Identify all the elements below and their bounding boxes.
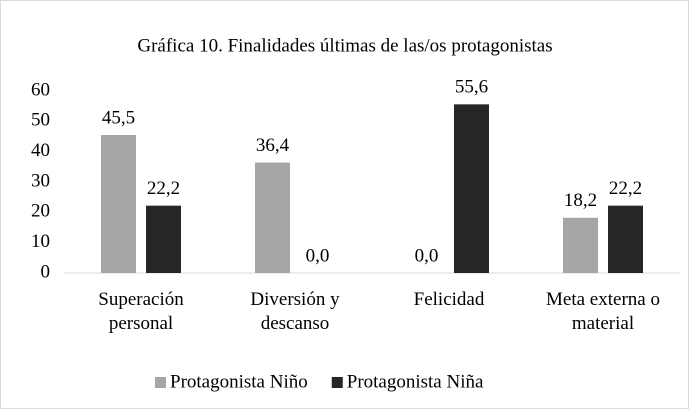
legend-swatch	[155, 377, 166, 388]
bar	[454, 104, 489, 273]
y-tick-label: 20	[31, 201, 50, 222]
value-label: 36,4	[256, 135, 290, 156]
value-label: 22,2	[609, 178, 642, 199]
value-label: 0,0	[306, 245, 330, 266]
bar	[608, 205, 643, 273]
x-tick-label: Superación personal	[98, 289, 184, 334]
x-tick-label: Meta externa o material	[546, 289, 660, 334]
chart-title: Gráfica 10. Finalidades últimas de las/o…	[137, 35, 552, 56]
y-tick-label: 10	[31, 231, 50, 252]
value-label: 18,2	[564, 190, 597, 211]
value-label: 0,0	[415, 245, 439, 266]
y-tick-label: 30	[31, 170, 50, 191]
x-tick-label: Diversión y descanso	[250, 289, 340, 334]
y-tick-label: 0	[41, 261, 51, 282]
legend-swatch	[331, 377, 343, 388]
legend-label: Protagonista Niña	[347, 371, 484, 392]
value-label: 55,6	[455, 77, 488, 98]
legend-label: Protagonista Niño	[170, 371, 308, 392]
y-tick-label: 40	[31, 140, 50, 161]
value-label: 45,5	[102, 107, 135, 128]
bar	[146, 205, 181, 273]
value-label: 22,2	[147, 178, 180, 199]
bar	[255, 162, 290, 273]
y-tick-label: 60	[31, 79, 50, 100]
y-tick-label: 50	[31, 110, 50, 131]
x-tick-label: Felicidad	[413, 289, 485, 310]
bar	[101, 134, 136, 273]
bar	[563, 217, 598, 273]
